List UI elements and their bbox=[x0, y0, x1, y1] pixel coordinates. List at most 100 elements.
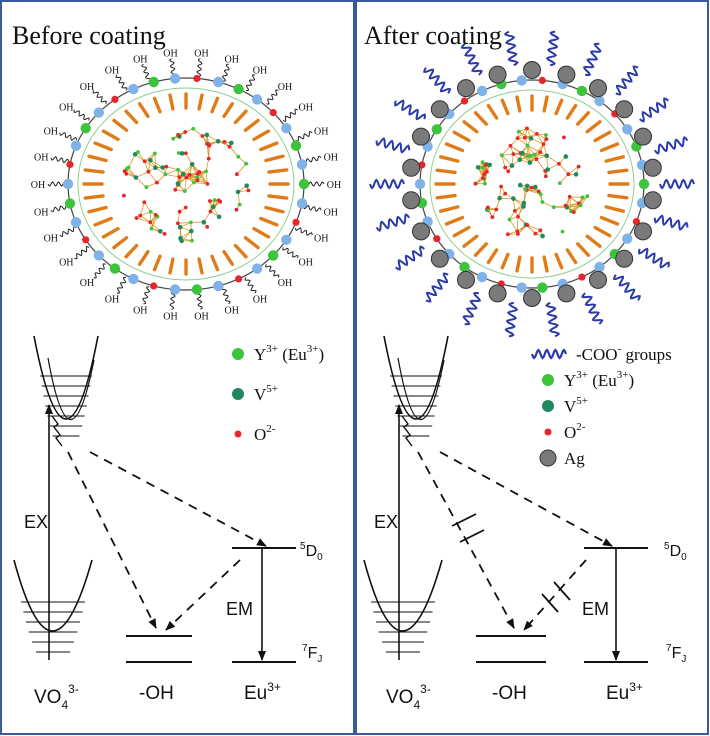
lattice-atom bbox=[158, 229, 163, 234]
shell-ion bbox=[111, 95, 119, 103]
lattice-bond bbox=[475, 173, 485, 184]
blocked-mark bbox=[553, 581, 571, 601]
lattice-atom bbox=[485, 205, 490, 210]
lattice-atom bbox=[509, 163, 515, 168]
lattice-atom bbox=[534, 157, 539, 162]
lattice-atom bbox=[480, 165, 485, 170]
shell-ion bbox=[281, 234, 292, 245]
lattice-atom bbox=[525, 223, 530, 227]
lattice-atom bbox=[497, 196, 502, 201]
shell-ion bbox=[476, 271, 488, 283]
ligand-spoke bbox=[604, 155, 625, 163]
lattice-atom bbox=[511, 152, 516, 156]
legend-ion-icon bbox=[232, 348, 244, 360]
legend-ion-icon bbox=[232, 388, 244, 400]
excited-state-parabola-inner bbox=[47, 357, 95, 421]
vo4-label: VO43- bbox=[34, 682, 79, 712]
lattice-atom bbox=[200, 134, 205, 138]
legend-label: -COO- groups bbox=[576, 343, 672, 364]
oh-label: OH bbox=[298, 258, 312, 269]
ligand-spoke bbox=[264, 205, 285, 214]
oh-tail bbox=[196, 58, 203, 78]
lattice-atom bbox=[525, 143, 530, 148]
lattice-atom bbox=[229, 140, 234, 146]
oh-label: OH bbox=[278, 82, 292, 93]
left-panel-title: Before coating bbox=[12, 21, 166, 50]
lattice-bond bbox=[148, 171, 158, 183]
shell-ion bbox=[431, 124, 442, 135]
oh-tail bbox=[141, 63, 152, 82]
shell-ion bbox=[296, 159, 308, 170]
shell-ion bbox=[281, 123, 292, 134]
lattice-bond bbox=[177, 211, 180, 224]
lattice-atom bbox=[176, 221, 180, 226]
shell-ion bbox=[233, 83, 244, 95]
lattice-atom bbox=[487, 162, 493, 168]
lattice-bond bbox=[205, 158, 210, 172]
ag-sphere bbox=[643, 158, 662, 177]
shell-ion bbox=[128, 83, 139, 95]
lattice-atom bbox=[473, 181, 478, 186]
ag-sphere bbox=[634, 127, 652, 146]
lattice-atom bbox=[237, 202, 242, 207]
transfer-arrow-to-oh bbox=[67, 451, 157, 629]
lattice-atom bbox=[222, 140, 227, 144]
shell-ion bbox=[292, 218, 300, 226]
oh-tail bbox=[244, 277, 257, 294]
oh-tail bbox=[50, 156, 70, 164]
lattice-bond bbox=[568, 166, 579, 175]
inner-shell-ring bbox=[429, 89, 635, 279]
ligand-spoke bbox=[565, 248, 578, 265]
lattice-atom bbox=[124, 171, 129, 176]
legend-label: Y3+ (Eu3+) bbox=[254, 343, 324, 364]
ag-sphere bbox=[457, 270, 475, 289]
lattice-atom bbox=[503, 191, 508, 196]
oh-label: OH bbox=[133, 55, 147, 66]
lattice-bond bbox=[156, 174, 166, 183]
ligand-spoke bbox=[152, 254, 162, 272]
oh-tail bbox=[92, 90, 107, 104]
ag-sphere bbox=[412, 127, 430, 146]
lattice-bond bbox=[517, 137, 528, 146]
crystal-lattice-core bbox=[122, 126, 251, 244]
lattice-atom bbox=[499, 153, 504, 158]
shell-ion bbox=[622, 124, 633, 135]
lattice-atom bbox=[499, 184, 503, 189]
ligand-spoke bbox=[554, 252, 564, 270]
oh-label: OH bbox=[314, 234, 328, 245]
lattice-bond bbox=[501, 145, 511, 156]
lattice-bond bbox=[501, 155, 506, 168]
lattice-bond bbox=[206, 143, 210, 159]
shell-ion bbox=[269, 109, 277, 117]
d0-label: 5D0 bbox=[300, 541, 323, 563]
lattice-atom bbox=[184, 175, 189, 180]
lattice-atom bbox=[197, 170, 202, 174]
ligand-spoke bbox=[444, 142, 465, 153]
oh-label: OH bbox=[80, 82, 94, 93]
lattice-atom bbox=[525, 154, 530, 159]
legend-ag-icon bbox=[539, 449, 557, 467]
shell-ion bbox=[62, 178, 74, 190]
ligand-spoke bbox=[452, 130, 471, 143]
coo-group-wave bbox=[637, 247, 670, 269]
lattice-bond bbox=[524, 133, 537, 139]
ligand-spoke bbox=[233, 109, 248, 125]
shell-ion bbox=[66, 160, 74, 169]
oh-tail bbox=[220, 286, 231, 305]
lattice-atom bbox=[144, 185, 149, 190]
shell-ion bbox=[516, 282, 527, 293]
lattice-atom bbox=[480, 160, 485, 165]
lattice-atom bbox=[215, 139, 221, 144]
oh-label: OH bbox=[324, 207, 338, 218]
lattice-bond bbox=[534, 143, 544, 155]
oh-label: OH bbox=[59, 102, 73, 113]
legend-label: V5+ bbox=[254, 383, 278, 404]
ag-sphere bbox=[488, 284, 507, 303]
lattice-atom bbox=[532, 152, 537, 157]
lattice-atom bbox=[133, 175, 139, 180]
ligand-spoke bbox=[607, 168, 629, 175]
lattice-atom bbox=[190, 238, 194, 243]
lattice-atom bbox=[475, 165, 481, 170]
lattice-bond bbox=[566, 205, 581, 208]
energy-diagram-before: EX EM 5D0 7FJ VO43- -OH Eu3+ bbox=[13, 335, 323, 712]
